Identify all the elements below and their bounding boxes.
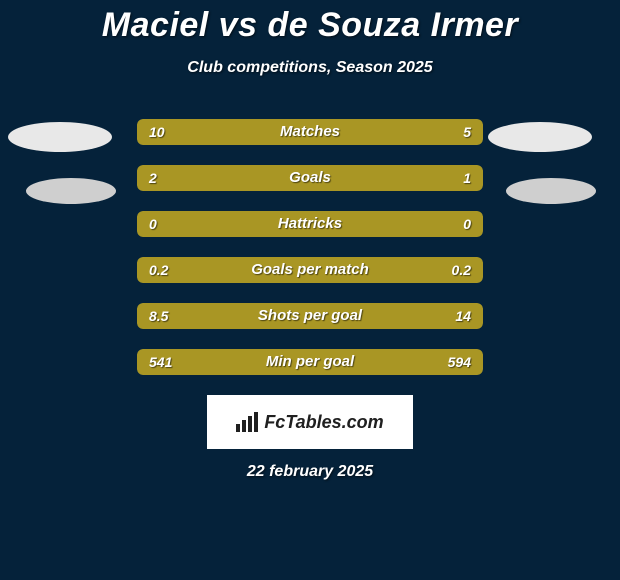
player-right-avatar-shadow [506,178,596,204]
stat-bar-right [302,349,483,375]
brand-badge[interactable]: FcTables.com [207,395,413,449]
stat-bar-right [268,303,483,329]
stat-bar-right [368,165,483,191]
comparison-chart: Matches105 Goals21 Hattricks00 Goals per ma… [137,119,483,375]
stat-bar-left [137,349,302,375]
stat-bar-right [310,211,483,237]
stat-bar-right [310,257,483,283]
stat-bar-left [137,119,368,145]
stat-row: Hattricks00 [137,211,483,237]
stat-row: Goals per match0.20.2 [137,257,483,283]
stat-bar-left [137,165,368,191]
player-left-avatar-shadow [26,178,116,204]
stat-bar-right [368,119,483,145]
brand-text: FcTables.com [264,412,383,433]
stat-bar-left [137,303,268,329]
subtitle: Club competitions, Season 2025 [0,59,620,77]
stat-row: Matches105 [137,119,483,145]
stat-row: Goals21 [137,165,483,191]
stat-row: Min per goal541594 [137,349,483,375]
brand-chart-icon [236,412,258,432]
player-right-avatar [488,122,592,152]
footer-date: 22 february 2025 [0,463,620,481]
stat-row: Shots per goal8.514 [137,303,483,329]
page-title: Maciel vs de Souza Irmer [0,0,620,45]
stat-bar-left [137,211,310,237]
stat-bar-left [137,257,310,283]
player-left-avatar [8,122,112,152]
